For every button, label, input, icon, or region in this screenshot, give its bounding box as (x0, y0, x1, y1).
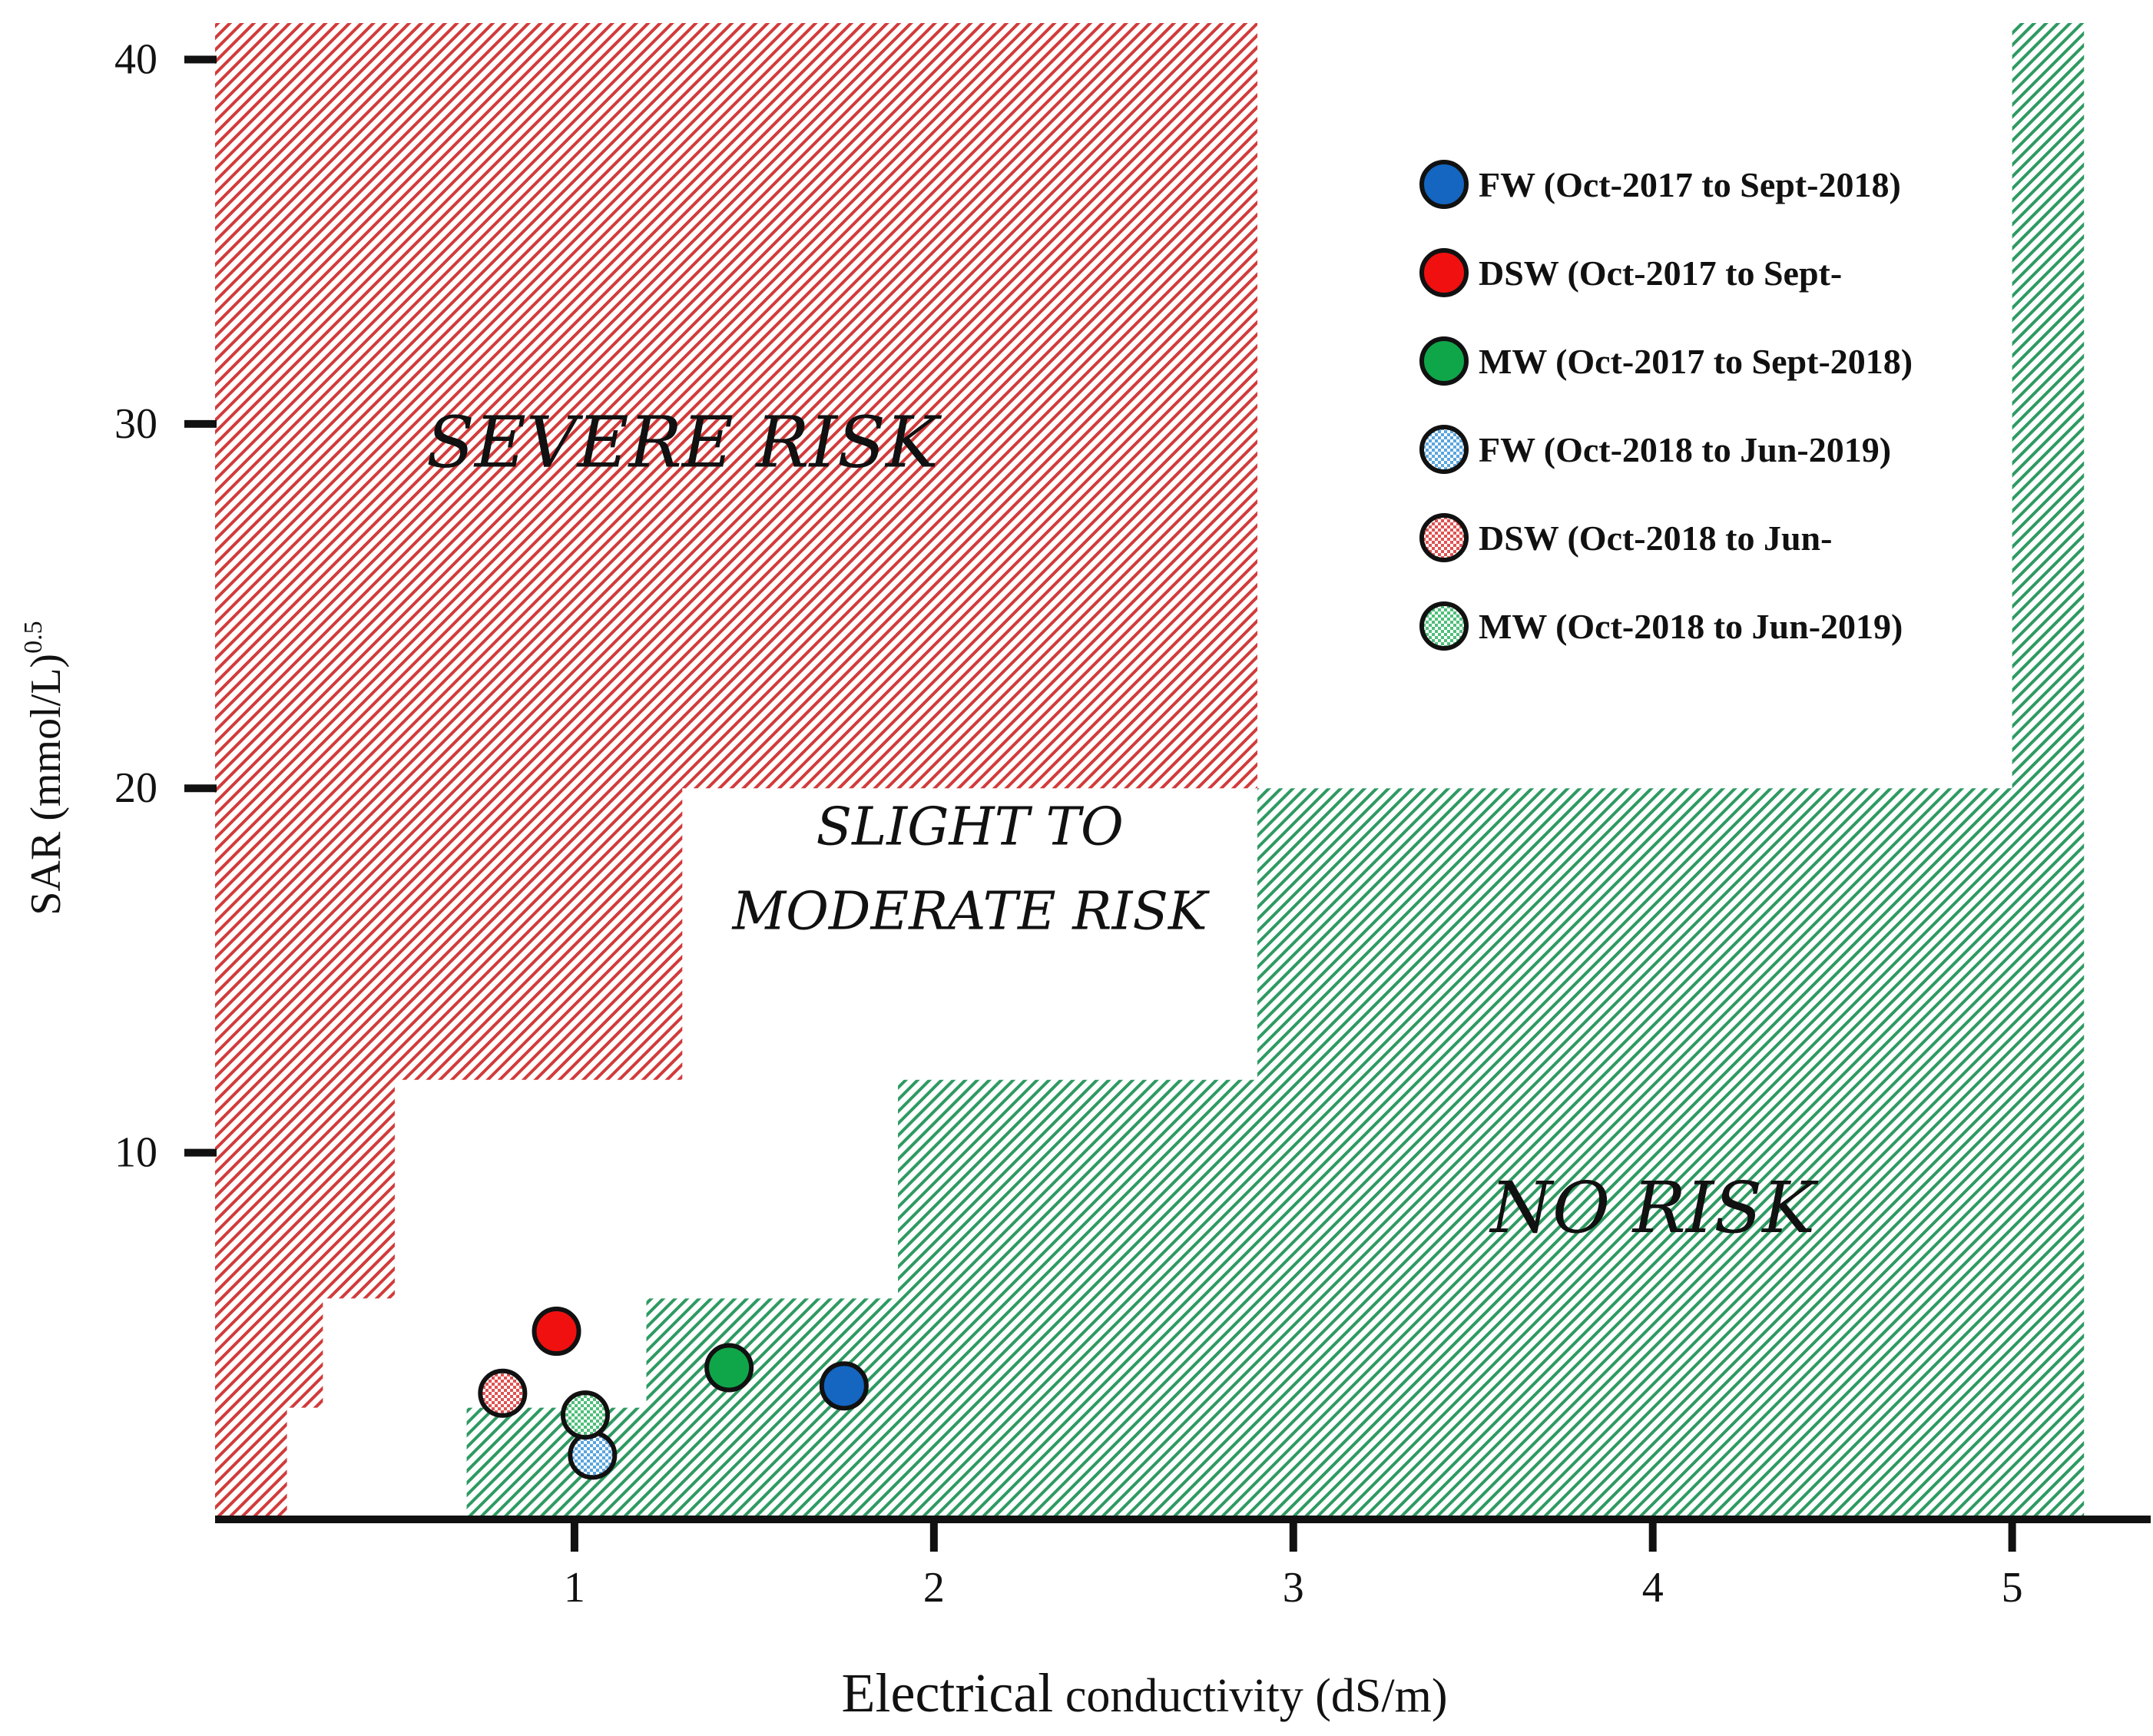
data-point (704, 1343, 754, 1393)
data-point (819, 1361, 869, 1411)
legend-label: FW (Oct-2017 to Sept-2018) (1479, 165, 1901, 204)
data-point (532, 1307, 581, 1357)
legend-label: MW (Oct-2017 to Sept-2018) (1479, 342, 1913, 381)
zone-label-severe: SEVERE RISK (426, 402, 942, 484)
x-axis-title-rest: conductivity (dS/m) (1053, 1670, 1447, 1722)
y-axis-title-main: SAR (mmol/L) (22, 654, 70, 916)
data-point (478, 1368, 528, 1418)
risk-zone-labels: SEVERE RISK SLIGHT TO MODERATE RISK NO RISK (426, 402, 1819, 1249)
legend-label: FW (Oct-2018 to Jun-2019) (1479, 430, 1891, 469)
y-axis-ticks: 10 20 30 40 (114, 35, 217, 1177)
legend-marker (1419, 336, 1469, 386)
x-tick-label: 4 (1642, 1564, 1664, 1612)
zone-label-none: NO RISK (1489, 1167, 1819, 1249)
x-axis-title: Electrical conductivity (dS/m) (842, 1662, 1448, 1724)
zone-severe (215, 23, 1257, 1517)
zone-label-slight-line1: SLIGHT TO (816, 797, 1123, 857)
legend-marker (1419, 425, 1469, 474)
data-point (560, 1390, 610, 1440)
y-axis-title: SAR (mmol/L)0.5 (19, 621, 70, 915)
legend: FW (Oct-2017 to Sept-2018) DSW (Oct-2017 … (1419, 160, 1913, 651)
y-axis-title-sup: 0.5 (19, 621, 48, 654)
y-tick-label: 20 (114, 764, 157, 812)
legend-label: MW (Oct-2018 to Jun-2019) (1479, 607, 1903, 646)
x-tick-label: 5 (2002, 1564, 2023, 1612)
x-axis-title-main: Electrical (842, 1662, 1054, 1724)
legend-marker (1419, 160, 1469, 209)
zone-none (466, 23, 2085, 1517)
y-tick-label: 30 (114, 400, 157, 448)
x-tick-label: 3 (1283, 1564, 1304, 1612)
y-tick-label: 10 (114, 1129, 157, 1177)
x-tick-label: 2 (923, 1564, 945, 1612)
legend-label: DSW (Oct-2017 to Sept- (1479, 253, 1842, 293)
legend-marker (1419, 601, 1469, 651)
legend-marker (1419, 248, 1469, 297)
legend-label: DSW (Oct-2018 to Jun- (1479, 518, 1832, 558)
x-axis-ticks: 1 2 3 4 5 (564, 1517, 2023, 1612)
x-tick-label: 1 (564, 1564, 585, 1612)
data-point (568, 1430, 618, 1480)
zone-label-slight-line2: MODERATE RISK (731, 881, 1211, 942)
legend-marker (1419, 513, 1469, 562)
data-points (478, 1307, 869, 1480)
y-tick-label: 40 (114, 35, 157, 83)
risk-zones (215, 23, 2085, 1517)
